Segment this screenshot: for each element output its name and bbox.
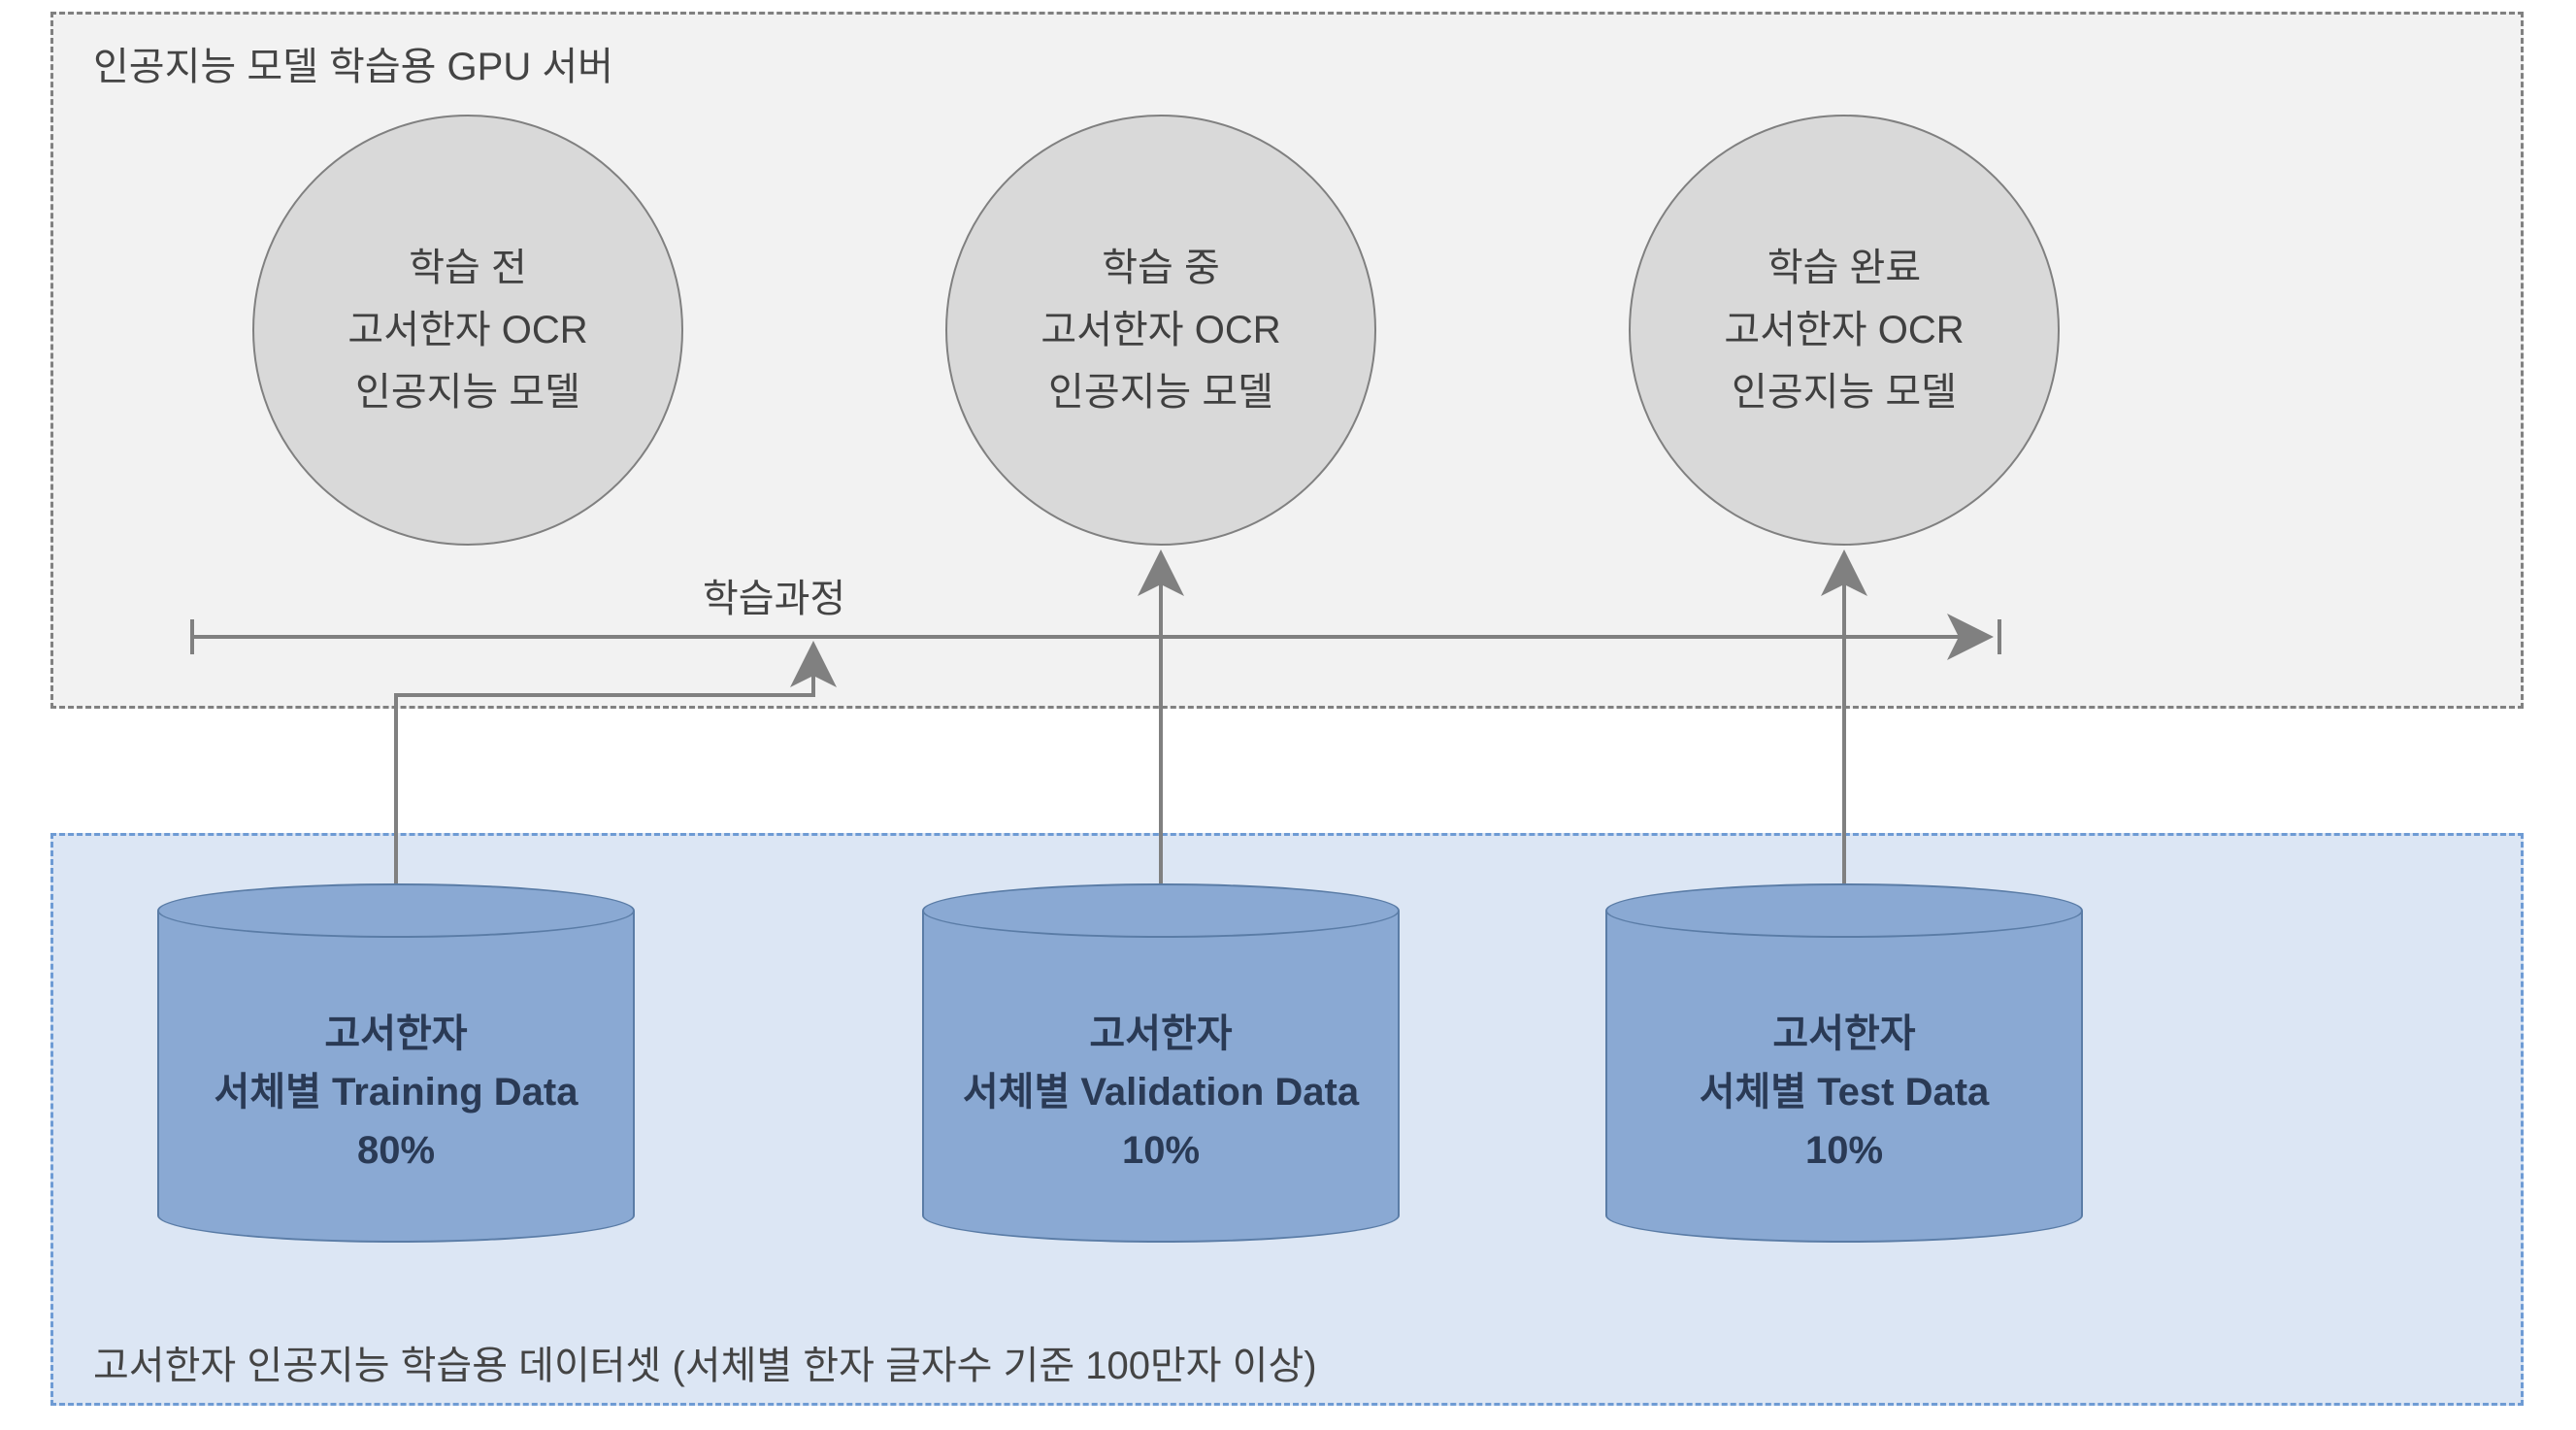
model-done-line3: 인공지능 모델 xyxy=(1732,361,1957,423)
dataset-label: 고서한자 인공지능 학습용 데이터셋 (서체별 한자 글자수 기준 100만자 … xyxy=(93,1334,1317,1390)
model-during-line1: 학습 중 xyxy=(1102,237,1220,299)
model-during-line2: 고서한자 OCR xyxy=(1040,299,1280,361)
model-done-line2: 고서한자 OCR xyxy=(1724,299,1964,361)
training-data-line1: 고서한자 xyxy=(324,1005,467,1063)
model-before-line3: 인공지능 모델 xyxy=(355,361,580,423)
validation-data-line2: 서체별 Validation Data xyxy=(963,1063,1359,1121)
validation-data-line3: 10% xyxy=(1122,1121,1200,1180)
training-data-line3: 80% xyxy=(357,1121,435,1180)
test-data-line3: 10% xyxy=(1805,1121,1883,1180)
test-data-line2: 서체별 Test Data xyxy=(1700,1063,1990,1121)
model-done-node: 학습 완료 고서한자 OCR 인공지능 모델 xyxy=(1629,115,2060,546)
test-data-line1: 고서한자 xyxy=(1772,1005,1915,1063)
validation-data-line1: 고서한자 xyxy=(1089,1005,1232,1063)
model-during-node: 학습 중 고서한자 OCR 인공지능 모델 xyxy=(945,115,1376,546)
validation-data-cylinder: 고서한자 서체별 Validation Data 10% xyxy=(922,883,1400,1243)
model-before-line2: 고서한자 OCR xyxy=(347,299,587,361)
process-label: 학습과정 xyxy=(703,567,845,623)
model-before-line1: 학습 전 xyxy=(409,237,527,299)
training-data-line2: 서체별 Training Data xyxy=(215,1063,578,1121)
gpu-server-label: 인공지능 모델 학습용 GPU 서버 xyxy=(93,35,613,91)
model-during-line3: 인공지능 모델 xyxy=(1048,361,1273,423)
model-before-node: 학습 전 고서한자 OCR 인공지능 모델 xyxy=(252,115,683,546)
training-data-cylinder: 고서한자 서체별 Training Data 80% xyxy=(157,883,635,1243)
test-data-cylinder: 고서한자 서체별 Test Data 10% xyxy=(1605,883,2083,1243)
model-done-line1: 학습 완료 xyxy=(1767,237,1921,299)
